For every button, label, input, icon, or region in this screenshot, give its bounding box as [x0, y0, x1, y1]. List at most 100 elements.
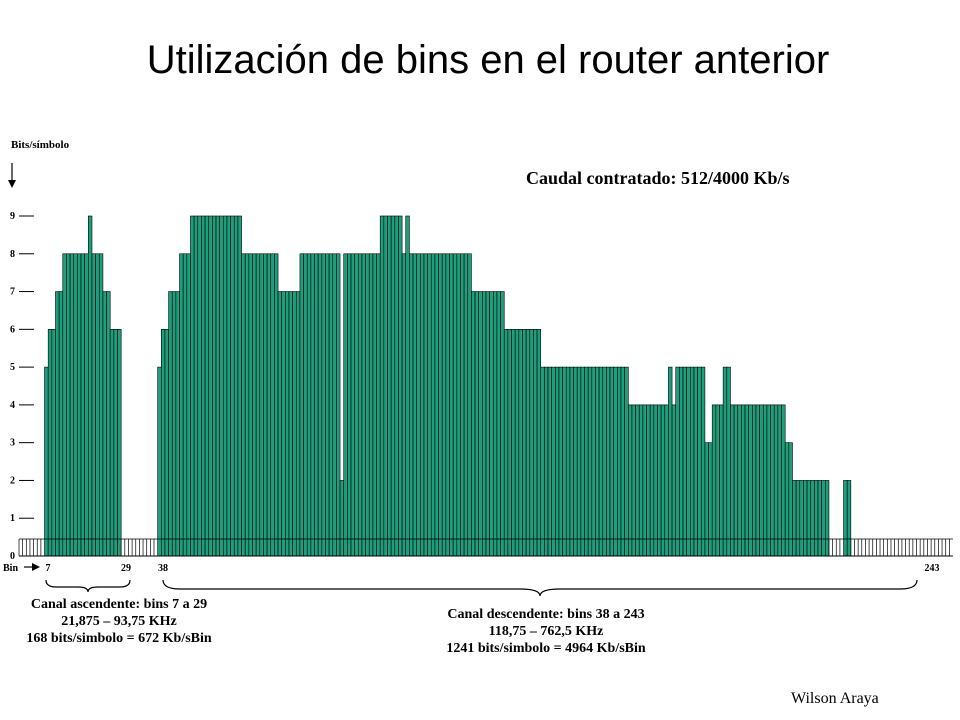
bar-bin-203 [759, 404, 764, 557]
bar-bin-54 [215, 215, 220, 557]
bar-bin-152 [573, 366, 578, 557]
bar-bin-76 [295, 291, 301, 557]
bar-bin-105 [401, 253, 407, 557]
bar-bin-113 [430, 253, 436, 557]
bar-bin-214 [799, 480, 804, 557]
bar-bin-83 [321, 253, 326, 557]
bar-bin-111 [423, 253, 428, 557]
bar-bin-130 [492, 291, 498, 557]
bar-bin-93 [357, 253, 363, 557]
bar-bin-42 [171, 291, 177, 557]
bar-bin-161 [606, 366, 611, 557]
x-tick-label: 29 [121, 563, 131, 574]
bar-bin-153 [576, 366, 582, 557]
bar-bin-208 [777, 404, 782, 557]
bar-bin-79 [306, 253, 312, 557]
bar-bin-135 [511, 329, 516, 557]
bar-bin-209 [781, 404, 786, 557]
bar-bin-52 [208, 215, 213, 557]
bar-bin-154 [580, 366, 585, 557]
bar-bin-181 [679, 366, 684, 557]
bar-bin-138 [522, 329, 527, 557]
bar-bin-20 [91, 253, 96, 557]
bar-bin-172 [646, 404, 651, 557]
bar-bin-190 [711, 404, 717, 557]
bar-bin-179 [671, 404, 677, 557]
bar-bin-70 [274, 253, 279, 557]
bar-bin-9 [51, 329, 56, 557]
bar-bin-69 [270, 253, 275, 557]
bar-bin-18 [84, 253, 89, 557]
y-tick-label: 3 [10, 438, 15, 449]
bar-bin-149 [562, 366, 567, 557]
bar-bin-56 [223, 215, 228, 557]
bar-bin-16 [77, 253, 82, 557]
downstream-brace [162, 579, 918, 597]
bar-bin-132 [500, 291, 505, 557]
bar-bin-202 [755, 404, 760, 557]
bar-bin-80 [310, 253, 315, 557]
bar-bin-141 [533, 329, 538, 557]
bar-bin-84 [325, 253, 330, 557]
bar-bin-178 [668, 366, 673, 557]
bar-bin-184 [690, 366, 695, 557]
bar-bin-13 [66, 253, 71, 557]
bar-bin-99 [379, 215, 385, 557]
bar-bin-94 [361, 253, 366, 557]
bar-bin-24 [106, 291, 111, 557]
bar-bin-100 [383, 215, 388, 557]
bar-bin-131 [496, 291, 501, 557]
bar-bin-40 [164, 329, 169, 557]
bar-bin-41 [168, 291, 173, 557]
bar-bin-12 [62, 253, 67, 557]
bar-bin-15 [73, 253, 78, 557]
bar-bin-142 [536, 329, 542, 557]
y-tick-label: 4 [10, 400, 15, 411]
bar-bin-147 [555, 366, 560, 557]
upstream-caption-line-3: 168 bits/simbolo = 672 Kb/sBin [26, 631, 212, 646]
y-tick-label: 5 [10, 362, 15, 373]
bar-bin-91 [350, 253, 355, 557]
bar-bin-71 [277, 291, 282, 557]
bar-bin-137 [518, 329, 523, 557]
bar-bin-171 [642, 404, 647, 557]
bar-bin-10 [55, 291, 60, 557]
bar-bin-162 [609, 366, 614, 557]
bar-bin-123 [467, 253, 472, 557]
bar-bin-164 [617, 366, 622, 557]
bar-bin-23 [102, 291, 107, 557]
bar-bin-160 [602, 366, 607, 557]
bar-bin-87 [336, 253, 341, 557]
bar-bin-129 [489, 291, 494, 557]
bar-bin-53 [212, 215, 217, 557]
bar-bin-46 [186, 253, 191, 557]
x-tick-label: 38 [158, 563, 168, 574]
bar-bin-14 [69, 253, 75, 557]
bar-bin-17 [80, 253, 85, 557]
bar-bin-148 [558, 366, 563, 557]
bar-bin-116 [441, 253, 447, 557]
bar-bin-227 [846, 480, 852, 557]
bar-bin-151 [569, 366, 574, 557]
bar-bin-127 [482, 291, 487, 557]
bar-bin-200 [748, 404, 753, 557]
bar-bin-126 [478, 291, 483, 557]
bar-bin-51 [204, 215, 210, 557]
bar-bin-85 [328, 253, 334, 557]
bar-bin-106 [405, 215, 410, 557]
bar-bin-95 [365, 253, 370, 557]
y-tick-label: 8 [10, 249, 15, 260]
bar-bin-11 [58, 291, 64, 557]
bar-bin-199 [744, 404, 749, 557]
bar-bin-145 [547, 366, 552, 557]
bar-bin-43 [175, 291, 180, 557]
bar-bin-191 [715, 404, 720, 557]
upstream-caption-line-2: 21,875 – 93,75 KHz [61, 614, 177, 629]
bar-bin-48 [193, 215, 199, 557]
bar-bin-92 [354, 253, 359, 557]
bar-bin-174 [653, 404, 658, 557]
bar-bin-81 [314, 253, 319, 557]
bar-bin-205 [766, 404, 771, 557]
bar-bin-7 [44, 366, 49, 557]
bar-bin-121 [460, 253, 465, 557]
